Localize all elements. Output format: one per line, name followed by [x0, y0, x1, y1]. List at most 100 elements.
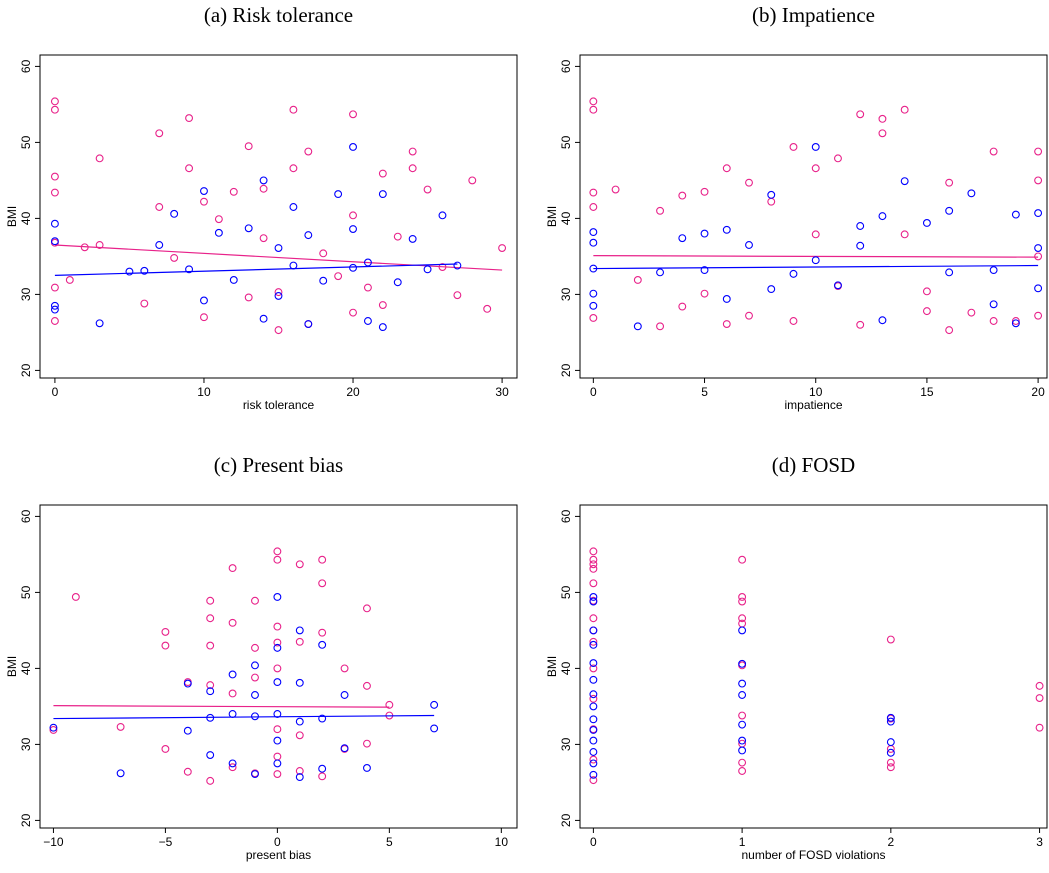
- point: [244, 224, 253, 233]
- point: [967, 189, 976, 198]
- point: [273, 547, 282, 556]
- point: [334, 190, 343, 199]
- point: [274, 326, 283, 335]
- fit-line: [593, 264, 1039, 270]
- point: [200, 296, 208, 305]
- point: [50, 105, 59, 114]
- point: [589, 593, 598, 601]
- point: [483, 304, 492, 313]
- point: [259, 184, 268, 193]
- point: [273, 555, 282, 564]
- point: [1011, 319, 1020, 328]
- point: [116, 722, 125, 731]
- point: [886, 748, 895, 757]
- point: [304, 231, 313, 240]
- point: [1011, 210, 1020, 219]
- point: [50, 219, 59, 228]
- point: [244, 142, 253, 151]
- y-tick-label: 30: [19, 737, 33, 751]
- y-axis-label: BMI: [545, 656, 559, 677]
- point: [656, 206, 665, 215]
- point: [856, 241, 865, 250]
- y-tick-label: 50: [559, 135, 573, 149]
- point: [228, 763, 237, 772]
- x-tick-label: 0: [274, 835, 281, 849]
- point: [738, 746, 747, 755]
- point: [700, 187, 709, 196]
- x-tick-label: 20: [1031, 385, 1045, 399]
- point: [1034, 209, 1043, 218]
- point: [318, 640, 327, 649]
- y-tick-label: 60: [19, 59, 33, 73]
- fit-line: [53, 705, 390, 708]
- point: [251, 643, 259, 652]
- point: [1034, 284, 1043, 293]
- point: [589, 694, 598, 703]
- point: [738, 758, 747, 767]
- point: [214, 215, 223, 224]
- point: [273, 664, 282, 673]
- x-tick-label: 20: [346, 385, 360, 399]
- x-tick-label: 30: [495, 385, 509, 399]
- point: [430, 724, 439, 733]
- point: [274, 291, 283, 300]
- point: [633, 276, 642, 284]
- point: [678, 191, 687, 200]
- point: [318, 714, 327, 723]
- point: [408, 234, 417, 243]
- point: [295, 678, 304, 687]
- point: [50, 305, 59, 314]
- point: [945, 268, 954, 277]
- point: [295, 767, 304, 775]
- point: [611, 185, 620, 194]
- point: [738, 555, 747, 564]
- y-tick-label: 40: [559, 211, 573, 225]
- point: [722, 295, 731, 303]
- point: [738, 736, 747, 745]
- x-tick-label: 0: [590, 835, 597, 849]
- point: [738, 593, 747, 601]
- point: [49, 726, 58, 734]
- plot-frame: [579, 504, 1048, 829]
- point: [378, 169, 387, 178]
- point: [589, 776, 598, 785]
- point: [185, 114, 194, 123]
- point: [423, 265, 432, 274]
- point: [878, 212, 887, 221]
- point: [95, 241, 104, 249]
- point: [71, 593, 80, 601]
- point: [589, 626, 598, 635]
- point: [589, 659, 598, 668]
- point: [116, 769, 125, 778]
- point: [50, 317, 59, 325]
- point: [363, 258, 372, 267]
- point: [206, 687, 215, 696]
- point: [349, 308, 357, 317]
- point: [589, 579, 598, 588]
- x-tick-label: 15: [920, 385, 934, 399]
- point: [878, 114, 887, 123]
- point: [229, 276, 238, 284]
- point: [967, 308, 976, 317]
- point: [945, 178, 954, 187]
- point: [228, 689, 237, 698]
- point: [273, 752, 282, 761]
- fit-line: [53, 714, 435, 720]
- point: [408, 147, 417, 156]
- panel-title: (d) FOSD: [772, 453, 855, 477]
- point: [834, 154, 842, 163]
- point: [989, 266, 998, 275]
- point: [886, 717, 895, 726]
- point: [886, 738, 895, 747]
- point: [289, 164, 298, 173]
- point: [589, 560, 598, 569]
- point: [738, 679, 747, 688]
- point: [206, 776, 215, 785]
- point: [251, 673, 259, 682]
- point: [856, 320, 865, 329]
- point: [318, 579, 327, 588]
- point: [589, 597, 598, 606]
- point: [1035, 694, 1044, 702]
- fit-line: [54, 244, 503, 271]
- point: [318, 764, 327, 773]
